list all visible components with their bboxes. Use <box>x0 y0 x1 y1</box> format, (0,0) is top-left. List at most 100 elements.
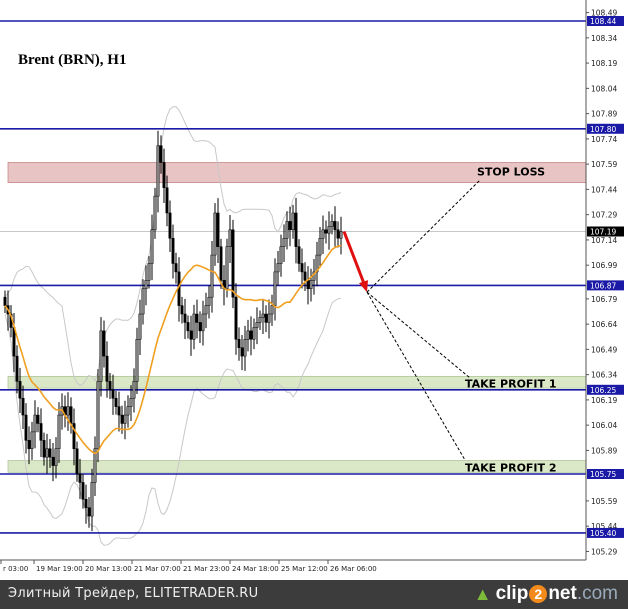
candle-body <box>81 482 85 500</box>
candle-body <box>165 187 169 214</box>
candle-body <box>282 237 286 247</box>
candle-body <box>339 231 343 239</box>
candle-body <box>15 355 19 382</box>
candle-body <box>102 330 106 357</box>
chart-title: Brent (BRN), H1 <box>18 52 126 68</box>
candle-body <box>120 414 124 424</box>
candle-body <box>234 296 238 340</box>
candle-body <box>129 397 133 407</box>
candle-body <box>258 317 262 323</box>
candle-body <box>3 296 7 306</box>
candle-body <box>294 212 298 247</box>
x-tick-label: 26 Mar 06:00 <box>330 565 377 573</box>
candle-body <box>291 212 295 231</box>
candle-body <box>270 305 274 315</box>
price-chart: STOP LOSS TAKE PROFIT 1 TAKE PROFIT 2 108.… <box>0 0 624 573</box>
y-tick-label: 105.89 <box>591 446 617 455</box>
candle-body <box>198 322 202 332</box>
candle-body <box>33 414 37 433</box>
bollinger-upper-line <box>4 106 342 387</box>
candle-body <box>69 406 73 424</box>
candle-body <box>327 226 331 234</box>
candle-body <box>51 456 55 466</box>
candle-body <box>138 313 142 340</box>
level-price-label: 108.44 <box>590 17 616 26</box>
candle-body <box>162 162 166 188</box>
candle-body <box>57 414 61 449</box>
y-tick-label: 106.04 <box>591 421 617 430</box>
candle-body <box>330 221 334 227</box>
level-price-label: 105.40 <box>590 529 616 538</box>
y-tick-label: 106.64 <box>591 320 617 329</box>
candle-body <box>204 305 208 315</box>
candle-body <box>285 221 289 239</box>
candle-body <box>75 448 79 475</box>
y-tick-label: 107.14 <box>591 236 617 245</box>
x-tick-label: 21 Mar 23:00 <box>183 565 230 573</box>
candle-body <box>108 381 112 391</box>
candle-body <box>309 280 313 290</box>
current-price-label: 107.19 <box>590 228 616 237</box>
candle-body <box>135 339 139 382</box>
candle-body <box>27 440 31 449</box>
candle-body <box>105 355 109 382</box>
candle-body <box>210 254 214 298</box>
candle-body <box>42 440 46 458</box>
candle-body <box>48 448 52 458</box>
candle-body <box>246 330 250 340</box>
x-tick-label: 20 Mar 13:00 <box>85 565 132 573</box>
candle-body <box>201 313 205 332</box>
candle-body <box>192 313 196 340</box>
candle-body <box>288 221 292 231</box>
y-tick-label: 107.89 <box>591 110 617 119</box>
level-price-label: 107.80 <box>590 125 616 134</box>
level-price-badge <box>587 280 624 291</box>
candle-body <box>231 229 235 298</box>
y-tick-label: 108.19 <box>591 59 617 68</box>
y-tick-label: 106.19 <box>591 396 617 405</box>
candle-body <box>174 263 178 273</box>
candle-body <box>144 280 148 290</box>
projection-dashed-line-3 <box>366 291 466 461</box>
projection-dashed-line-2 <box>366 291 471 379</box>
candle-body <box>321 229 325 239</box>
candle-body <box>24 414 28 441</box>
level-price-label: 106.25 <box>590 386 616 395</box>
candle-body <box>66 406 70 416</box>
x-tick-label: 24 Mar 18:00 <box>232 565 279 573</box>
footer-bar: Элитный Трейдер, ELITETRADER.RU ▲ clip 2 ne… <box>0 580 628 609</box>
candle-body <box>213 212 217 256</box>
zone-label: STOP LOSS <box>477 165 545 178</box>
candle-body <box>228 229 232 247</box>
candle-body <box>219 246 223 281</box>
candle-body <box>78 473 82 483</box>
y-tick-label: 106.49 <box>591 345 617 354</box>
x-tick-label: 19 Mar 19:00 <box>36 565 83 573</box>
clip2net-logo[interactable]: ▲ clip 2 net .com <box>473 583 618 604</box>
x-tick-label: 21 Mar 07:00 <box>134 565 181 573</box>
zone-label: TAKE PROFIT 2 <box>465 462 557 475</box>
current-price-badge <box>587 226 624 237</box>
candle-body <box>243 339 247 357</box>
y-tick-label: 105.59 <box>591 497 617 506</box>
candle-body <box>273 271 277 306</box>
candle-body <box>168 212 172 239</box>
forecast-arrow <box>342 230 367 287</box>
candle-body <box>264 313 268 323</box>
candle-body <box>147 263 151 281</box>
candle-body <box>171 237 175 264</box>
candle-body <box>306 280 310 290</box>
y-tick-label: 107.44 <box>591 185 617 194</box>
y-tick-label: 106.79 <box>591 295 617 304</box>
candle-body <box>99 330 103 382</box>
candle-body <box>87 507 91 517</box>
level-price-badge <box>587 468 624 479</box>
y-tick-label: 105.29 <box>591 547 617 556</box>
candle-body <box>300 263 304 273</box>
candle-body <box>333 221 337 231</box>
candle-body <box>180 305 184 315</box>
candle-body <box>252 327 256 340</box>
candle-body <box>324 229 328 234</box>
y-tick-label: 108.49 <box>591 9 617 18</box>
x-tick-label: 25 Mar 12:00 <box>281 565 328 573</box>
